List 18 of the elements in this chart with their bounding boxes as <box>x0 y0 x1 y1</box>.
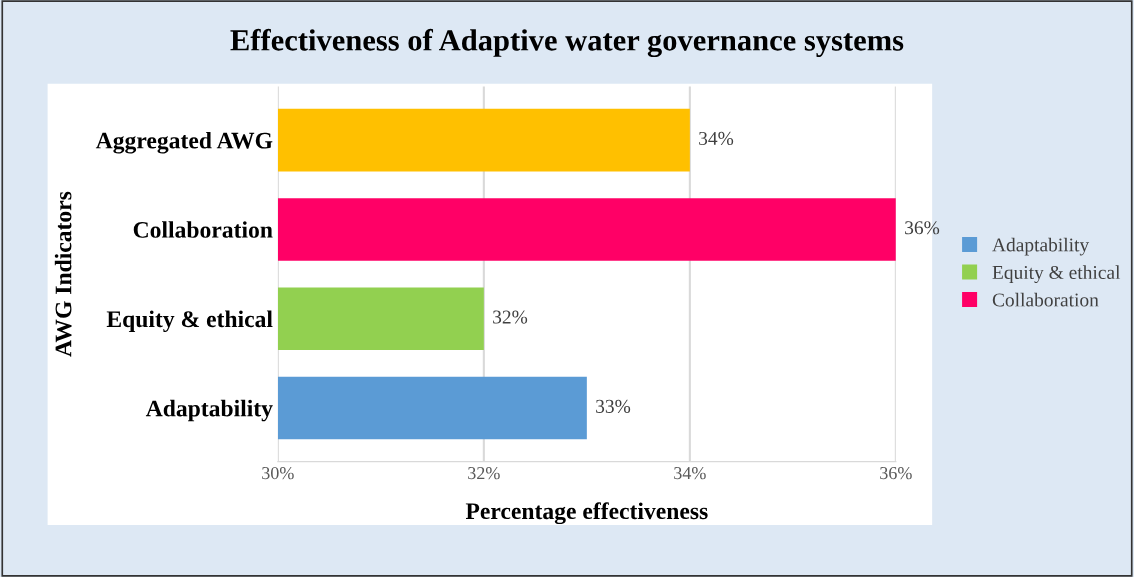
chart-title: Effectiveness of Adaptive water governance systems <box>230 28 904 58</box>
legend-label: Adaptability <box>992 237 1090 256</box>
y-tick-label: Aggregated AWG <box>95 131 273 154</box>
data-label: 33% <box>596 399 631 413</box>
y-tick-label: Equity & ethical <box>106 310 273 333</box>
y-tick-label: Adaptability <box>145 399 273 422</box>
y-axis-title: AWG Indicators <box>54 191 72 357</box>
x-tick-label: 32% <box>468 466 500 480</box>
data-label: 34% <box>699 131 734 146</box>
x-tick-label: 34% <box>674 466 706 480</box>
x-tick-label: 36% <box>880 466 912 480</box>
y-tick-label: Collaboration <box>133 221 273 238</box>
x-tick-label: 30% <box>262 466 294 480</box>
data-label: 32% <box>493 310 528 324</box>
x-axis-title: Percentage effectiveness <box>465 502 708 525</box>
data-label: 36% <box>905 221 940 235</box>
legend-label: Collaboration <box>992 292 1099 307</box>
legend-label: Equity & ethical <box>992 265 1121 284</box>
